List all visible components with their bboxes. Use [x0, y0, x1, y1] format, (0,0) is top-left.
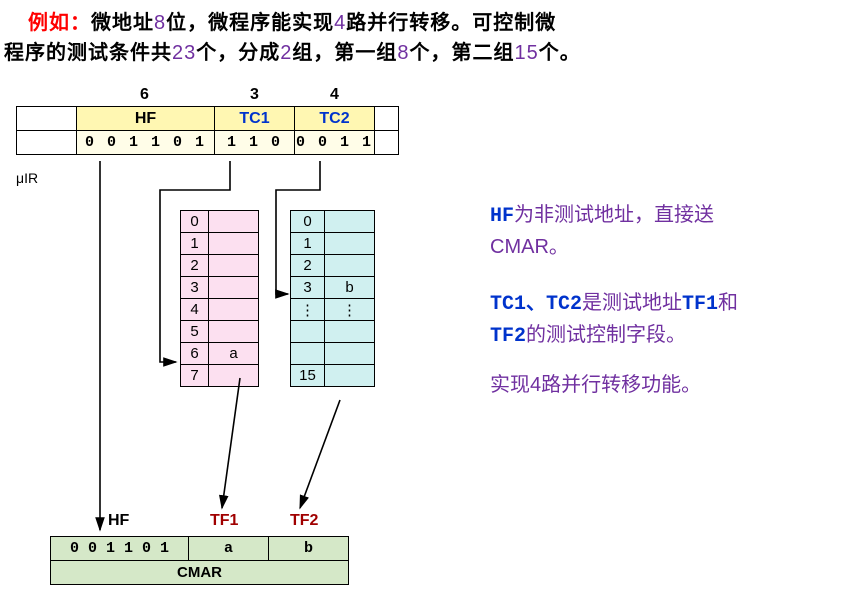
t: 路并行转移功能。	[541, 374, 701, 396]
cell	[209, 211, 259, 233]
t: TF2	[490, 325, 526, 348]
explain-2: TC1、TC2是测试地址TF1和 TF2的测试控制字段。	[490, 288, 860, 352]
t: 是测试地址	[582, 292, 682, 314]
t: 的测试控制字段。	[526, 324, 686, 346]
t: TF1	[682, 293, 718, 316]
row: 2	[291, 255, 325, 277]
t: 路并行转移。可控制微	[346, 12, 556, 34]
t: 程序的测试条件共	[4, 42, 172, 64]
tc2-value: 0 0 1 1	[295, 131, 375, 155]
cell	[209, 233, 259, 255]
t: 组，第一组	[292, 42, 397, 64]
t: HF	[490, 205, 514, 228]
cmar-tf2-label: TF2	[290, 512, 318, 530]
cell	[209, 299, 259, 321]
tc2-header: TC2	[295, 107, 375, 131]
b-cell: b	[325, 277, 375, 299]
row: 5	[181, 321, 209, 343]
row	[291, 343, 325, 365]
row: 15	[291, 365, 325, 387]
row: 1	[291, 233, 325, 255]
width-6: 6	[140, 86, 149, 104]
cmar-a: a	[189, 537, 269, 561]
cell	[325, 255, 375, 277]
row: 6	[181, 343, 209, 365]
cmar-hf: 0 0 1 1 0 1	[51, 537, 189, 561]
cmar-register: 0 0 1 1 0 1 a b CMAR	[50, 536, 349, 585]
tc1-value: 1 1 0	[215, 131, 295, 155]
cell	[325, 365, 375, 387]
cell	[209, 277, 259, 299]
row: 0	[291, 211, 325, 233]
cell	[325, 343, 375, 365]
cmar-label: CMAR	[51, 561, 349, 585]
n: 15	[515, 42, 539, 64]
width-3: 3	[250, 86, 259, 104]
hf-header: HF	[77, 107, 215, 131]
cell	[325, 233, 375, 255]
cell	[209, 321, 259, 343]
row: 0	[181, 211, 209, 233]
cell	[325, 321, 375, 343]
n: 4	[334, 12, 346, 34]
row: 3	[291, 277, 325, 299]
row: 3	[181, 277, 209, 299]
tc1-header: TC1	[215, 107, 295, 131]
tf2-table: 0 1 2 3b ⋮⋮ 15	[290, 210, 375, 387]
cell	[209, 365, 259, 387]
example-label: 例如：	[28, 12, 91, 34]
row: 1	[181, 233, 209, 255]
tf1-table: 0 1 2 3 4 5 6a 7	[180, 210, 259, 387]
t: 个，第二组	[410, 42, 515, 64]
t: 实现	[490, 374, 530, 396]
n: 2	[280, 42, 292, 64]
n: 8	[154, 12, 166, 34]
t: TC1、TC2	[490, 293, 582, 316]
t: 和	[718, 292, 738, 314]
row: 2	[181, 255, 209, 277]
row	[291, 321, 325, 343]
width-4: 4	[330, 86, 339, 104]
t: 位，微程序能实现	[166, 12, 334, 34]
t: 个，分成	[196, 42, 280, 64]
a-cell: a	[209, 343, 259, 365]
t: 微地址	[91, 12, 154, 34]
explain-3: 实现4路并行转移功能。	[490, 370, 860, 400]
cmar-hf-label: HF	[108, 512, 129, 530]
cell	[209, 255, 259, 277]
t: CMAR。	[490, 236, 569, 258]
cell	[325, 211, 375, 233]
t: 个。	[539, 42, 581, 64]
hf-value: 0 0 1 1 0 1	[77, 131, 215, 155]
explain-1: HF为非测试地址，直接送 CMAR。	[490, 200, 860, 262]
intro-text: 例如：微地址8位，微程序能实现4路并行转移。可控制微 程序的测试条件共23个，分…	[28, 8, 728, 68]
cmar-b: b	[269, 537, 349, 561]
cell: ⋮	[325, 299, 375, 321]
n: 23	[172, 42, 196, 64]
mu-ir-label: μIR	[16, 170, 38, 186]
row: 4	[181, 299, 209, 321]
n: 8	[397, 42, 409, 64]
t: 4	[530, 374, 541, 396]
row: 7	[181, 365, 209, 387]
cmar-tf1-label: TF1	[210, 512, 238, 530]
micro-instruction-register: HF TC1 TC2 0 0 1 1 0 1 1 1 0 0 0 1 1	[16, 106, 399, 155]
row: ⋮	[291, 299, 325, 321]
t: 为非测试地址，直接送	[514, 204, 714, 226]
